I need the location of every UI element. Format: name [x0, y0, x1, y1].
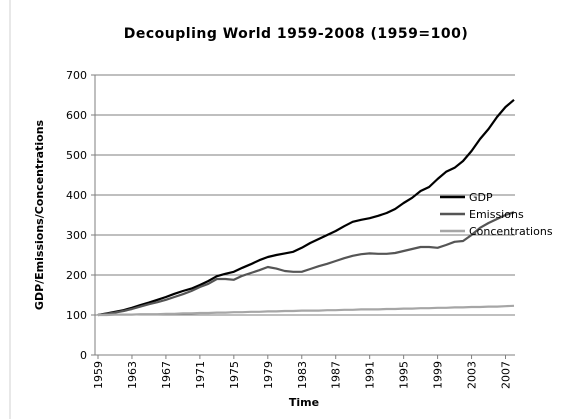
x-tick-label: 1991: [364, 361, 377, 389]
y-tick-label: 400: [66, 189, 87, 202]
x-tick-label: 1995: [398, 361, 411, 389]
x-tick-label: 1963: [126, 361, 139, 389]
x-tick-label: 2003: [466, 361, 479, 389]
x-tick-label: 1979: [262, 361, 275, 389]
y-tick-label: 0: [80, 349, 87, 362]
x-tick-label: 1987: [330, 361, 343, 389]
x-axis-title: Time: [289, 396, 319, 409]
y-tick-label: 700: [66, 69, 87, 82]
series-line: [97, 98, 515, 317]
x-tick-label: 2007: [500, 361, 513, 389]
series-line: [97, 211, 515, 317]
x-tick-label: 1959: [92, 361, 105, 389]
series-line: [98, 304, 515, 317]
x-tick-label: 1971: [194, 361, 207, 389]
y-tick-label: 100: [66, 309, 87, 322]
x-tick-label: 1967: [160, 361, 173, 389]
chart-title: Decoupling World 1959-2008 (1959=100): [124, 26, 468, 42]
x-tick-label: 1999: [432, 361, 445, 389]
y-axis-title: GDP/Emissions/Concentrations: [33, 119, 46, 310]
legend-label: Emissions: [469, 208, 524, 221]
y-tick-label: 200: [66, 269, 87, 282]
y-tick-label: 500: [66, 149, 87, 162]
legend-label: GDP: [469, 191, 493, 204]
legend-label: Concentrations: [469, 225, 553, 238]
x-tick-label: 1983: [296, 361, 309, 389]
y-tick-label: 300: [66, 229, 87, 242]
x-tick-label: 1975: [228, 361, 241, 389]
y-tick-label: 600: [66, 109, 87, 122]
